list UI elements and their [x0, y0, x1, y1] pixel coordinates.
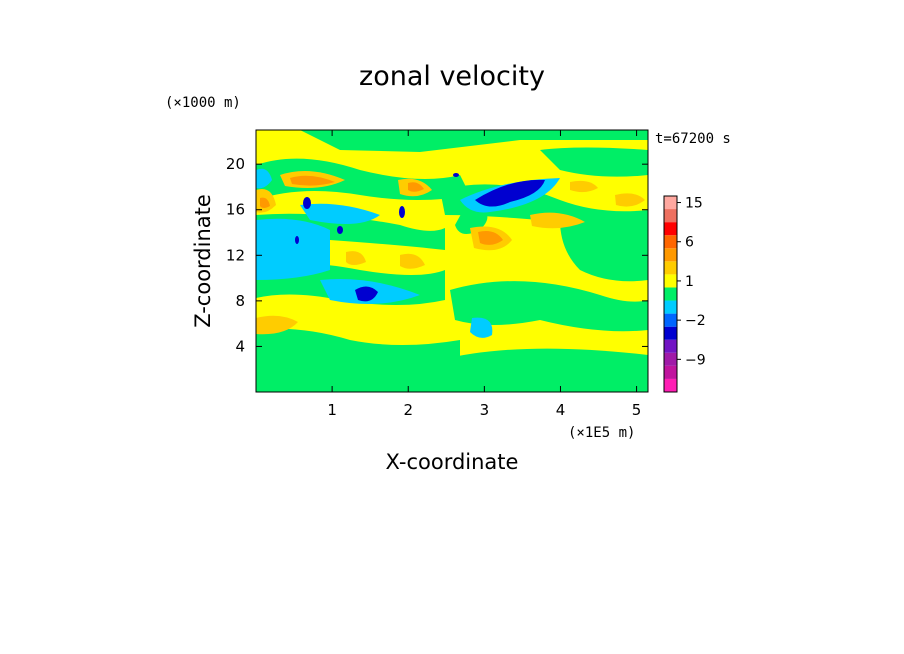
chart-title: zonal velocity	[359, 61, 545, 92]
y-tick-label: 16	[226, 201, 245, 219]
colorbar-swatch	[664, 339, 677, 353]
y-tick-label: 20	[226, 155, 245, 173]
y-tick-label: 4	[235, 337, 245, 355]
plot-area	[256, 130, 648, 392]
colorbar-swatch	[664, 248, 677, 262]
colorbar-swatch	[664, 209, 677, 223]
colorbar-swatch	[664, 261, 677, 275]
colorbar-frame	[663, 195, 678, 393]
dark-orange-regions	[260, 175, 503, 245]
x-axis-title: X-coordinate	[386, 450, 519, 474]
orange-regions	[256, 171, 645, 335]
y-unit-label: (×1000 m)	[165, 95, 241, 111]
x-tick-label: 3	[480, 401, 490, 419]
x-tick-label: 2	[403, 401, 413, 419]
blue-regions	[295, 173, 545, 302]
colorbar-swatch	[664, 300, 677, 314]
colorbar-swatch	[664, 352, 677, 366]
x-tick-label: 1	[327, 401, 337, 419]
colorbar-tick-label: 6	[685, 235, 694, 251]
x-axis: 1 2 3 4 5	[327, 130, 641, 419]
colorbar-tick-label: 1	[685, 274, 694, 290]
time-label: t=67200 s	[655, 131, 731, 147]
colorbar: 15 6 1 −2 −9	[663, 195, 706, 393]
y-axis-title: Z-coordinate	[191, 194, 215, 328]
plot-frame	[255, 129, 649, 393]
x-tick-label: 5	[632, 401, 642, 419]
colorbar-swatch	[664, 235, 677, 249]
x-tick-label: 4	[556, 401, 566, 419]
colorbar-swatch	[664, 326, 677, 340]
colorbar-swatch	[664, 287, 677, 301]
colorbar-swatch	[664, 196, 677, 210]
colorbar-tick-label: −9	[685, 352, 706, 368]
y-tick-label: 8	[235, 292, 245, 310]
y-axis: 4 8 12 16 20	[226, 155, 648, 355]
colorbar-swatch	[664, 274, 677, 288]
colorbar-tick-label: −2	[685, 313, 706, 329]
y-tick-label: 12	[226, 246, 245, 264]
colorbar-swatch	[664, 313, 677, 327]
colorbar-tick-label: 15	[685, 196, 703, 212]
colorbar-swatch	[664, 378, 677, 392]
x-unit-label: (×1E5 m)	[568, 425, 635, 441]
colorbar-swatch	[664, 365, 677, 379]
colorbar-swatch	[664, 222, 677, 236]
